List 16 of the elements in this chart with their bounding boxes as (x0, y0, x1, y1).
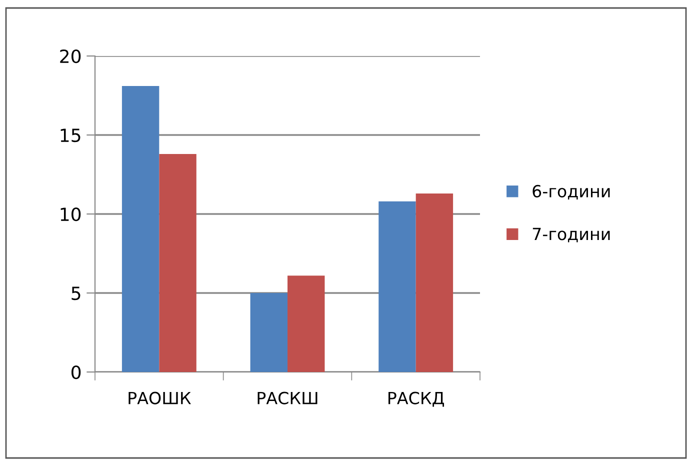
bar (122, 86, 160, 372)
bar (416, 193, 454, 372)
y-tick-label: 15 (60, 128, 80, 142)
bar (288, 276, 325, 372)
bar (378, 201, 416, 372)
y-tick-label: 0 (72, 365, 81, 380)
bar (159, 154, 196, 372)
legend-label: 6-години (532, 184, 610, 200)
y-tick-label: 5 (72, 286, 80, 300)
legend-label: 7-години (532, 228, 610, 242)
y-tick-label: 10 (60, 207, 81, 222)
x-tick-label: РАСКШ (258, 392, 318, 404)
bar (250, 293, 288, 372)
x-tick-label: РАОШК (128, 392, 191, 404)
y-tick-label: 20 (60, 49, 81, 64)
x-tick-label: РАСКД (388, 392, 444, 407)
